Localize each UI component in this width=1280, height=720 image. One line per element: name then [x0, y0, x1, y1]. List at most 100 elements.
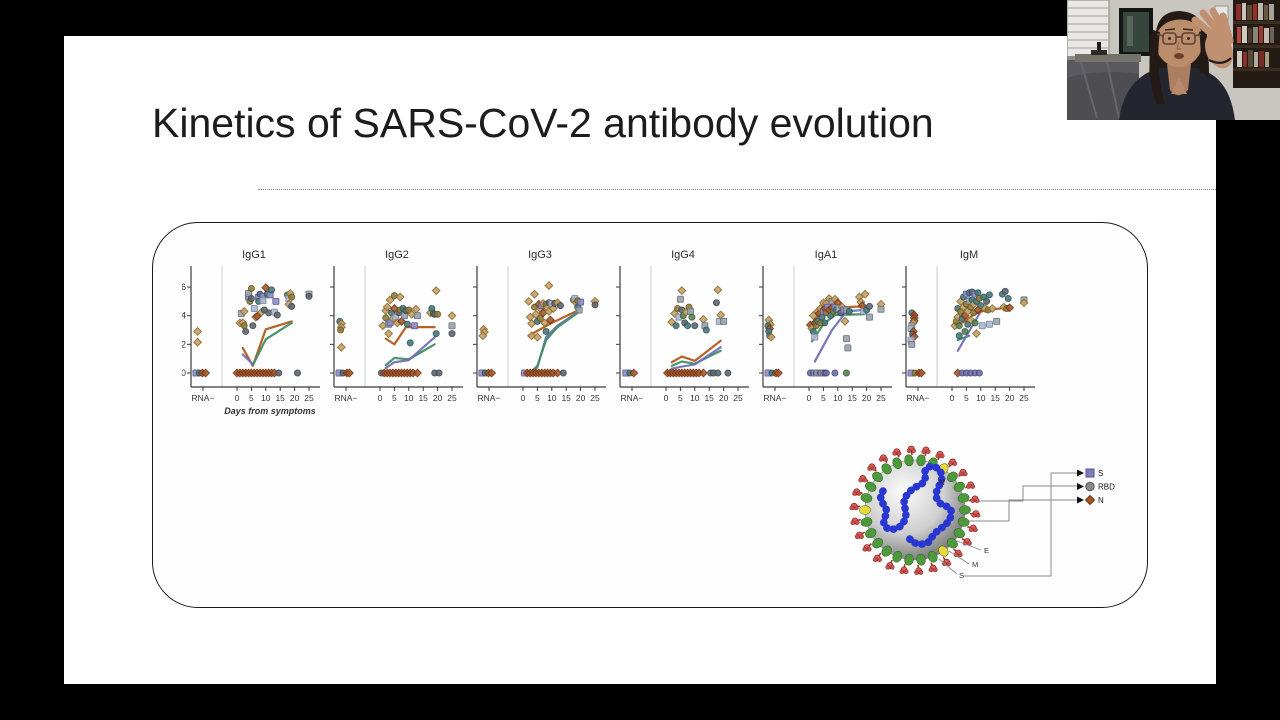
svg-text:4: 4: [182, 311, 186, 321]
n-protein-label: N: [939, 478, 945, 487]
hair-left: [1149, 30, 1165, 104]
subplot-IgG3: IgG3 RNA− 0 5 10 15 20 25: [473, 249, 606, 403]
presentation-slide: Kinetics of SARS-CoV-2 antibody evolutio…: [64, 36, 1216, 684]
subplot-IgG2: IgG2 RNA− 0 5 10 15 20 25: [330, 249, 463, 403]
svg-text:5: 5: [821, 393, 826, 403]
svg-text:5: 5: [249, 393, 254, 403]
svg-text:5: 5: [392, 393, 397, 403]
svg-text:10: 10: [404, 393, 414, 403]
svg-text:25: 25: [876, 393, 886, 403]
webcam-video-tile[interactable]: [1067, 0, 1280, 120]
svg-text:IgG1: IgG1: [242, 249, 266, 261]
svg-text:25: 25: [1019, 393, 1029, 403]
window-blinds: [1067, 0, 1115, 61]
subplot-IgG4: IgG4 RNA− 0 5 10 15 20 25: [616, 249, 749, 403]
svg-text:25: 25: [304, 393, 314, 403]
m-label: M: [972, 560, 978, 569]
face: [1155, 13, 1203, 67]
svg-text:Days from symptoms: Days from symptoms: [224, 406, 316, 416]
fingers: [1191, 7, 1234, 45]
virus-diagram: N E M S S RBD N: [845, 433, 1145, 593]
svg-text:0: 0: [182, 368, 186, 378]
svg-text:N: N: [1098, 496, 1104, 505]
svg-text:IgA1: IgA1: [815, 249, 838, 261]
svg-text:25: 25: [447, 393, 457, 403]
presenter-video: [1067, 0, 1280, 120]
presenter: [1119, 7, 1235, 120]
svg-text:20: 20: [719, 393, 729, 403]
svg-text:15: 15: [990, 393, 1000, 403]
svg-text:0: 0: [807, 393, 812, 403]
figure-frame: [152, 222, 1148, 608]
svg-text:15: 15: [275, 393, 285, 403]
virion-illustration: N: [849, 445, 981, 575]
svg-text:0: 0: [664, 393, 669, 403]
svg-text:15: 15: [561, 393, 571, 403]
spike-proteins: [849, 445, 981, 575]
subplot-IgM: IgM RNA− 0 5 10 15 20 25: [902, 249, 1035, 403]
svg-text:15: 15: [847, 393, 857, 403]
legend-item-N: N: [1077, 494, 1104, 506]
bracelet: [1208, 57, 1232, 64]
svg-text:S: S: [1098, 469, 1103, 478]
virion-callouts: E M S: [938, 540, 989, 580]
mouth: [1174, 53, 1184, 59]
svg-text:20: 20: [433, 393, 443, 403]
svg-text:5: 5: [964, 393, 969, 403]
glasses: [1156, 32, 1202, 45]
membrane-proteins: [859, 454, 971, 566]
svg-text:5: 5: [535, 393, 540, 403]
svg-text:6: 6: [182, 282, 186, 292]
s-label: S: [959, 571, 964, 580]
legend-item-RBD: RBD: [1077, 481, 1115, 492]
rna-coil: [877, 462, 955, 548]
svg-text:5: 5: [678, 393, 683, 403]
legend-item-S: S: [1077, 468, 1103, 478]
svg-text:RNA−: RNA−: [621, 393, 644, 403]
svg-text:2: 2: [182, 339, 186, 349]
svg-text:0: 0: [950, 393, 955, 403]
subplot-IgA1: IgA1 RNA− 0 5 10 15 20 25: [759, 249, 892, 403]
e-label: E: [984, 546, 989, 555]
svg-text:20: 20: [862, 393, 872, 403]
svg-text:IgG4: IgG4: [671, 249, 695, 261]
svg-text:20: 20: [576, 393, 586, 403]
figure-panels-row: IgG1 0 2 4 6 RNA− 0 5 10 15 20 25 Days from symptoms…: [182, 244, 1040, 419]
svg-text:RNA−: RNA−: [192, 393, 215, 403]
svg-text:15: 15: [418, 393, 428, 403]
slide-title: Kinetics of SARS-CoV-2 antibody evolutio…: [152, 100, 934, 146]
svg-text:20: 20: [290, 393, 300, 403]
eyebrow-right: [1182, 28, 1194, 31]
antigen-legend: S RBD N: [1077, 468, 1115, 506]
svg-text:10: 10: [976, 393, 986, 403]
svg-text:10: 10: [833, 393, 843, 403]
svg-text:IgG2: IgG2: [385, 249, 409, 261]
svg-text:IgM: IgM: [960, 249, 978, 261]
svg-text:0: 0: [521, 393, 526, 403]
chest: [1171, 78, 1187, 94]
eyebrow-left: [1164, 28, 1176, 31]
svg-text:RNA−: RNA−: [478, 393, 501, 403]
svg-text:0: 0: [235, 393, 240, 403]
svg-text:20: 20: [1005, 393, 1015, 403]
raised-hand: [1185, 7, 1234, 120]
legend-connector-lines: [957, 472, 1077, 577]
eye-right: [1187, 37, 1190, 40]
picture-frame: [1119, 8, 1153, 56]
bookshelf: [1233, 0, 1280, 88]
svg-text:RNA−: RNA−: [335, 393, 358, 403]
svg-text:IgG3: IgG3: [528, 249, 552, 261]
svg-text:15: 15: [704, 393, 714, 403]
nose: [1176, 41, 1181, 50]
desk-items: [1075, 42, 1141, 62]
svg-text:25: 25: [590, 393, 600, 403]
svg-text:0: 0: [378, 393, 383, 403]
arm-sleeve: [1185, 72, 1217, 120]
svg-text:RBD: RBD: [1098, 483, 1115, 492]
svg-text:10: 10: [547, 393, 557, 403]
svg-text:RNA−: RNA−: [907, 393, 930, 403]
title-divider: [258, 189, 1216, 190]
svg-text:25: 25: [733, 393, 743, 403]
svg-text:RNA−: RNA−: [764, 393, 787, 403]
